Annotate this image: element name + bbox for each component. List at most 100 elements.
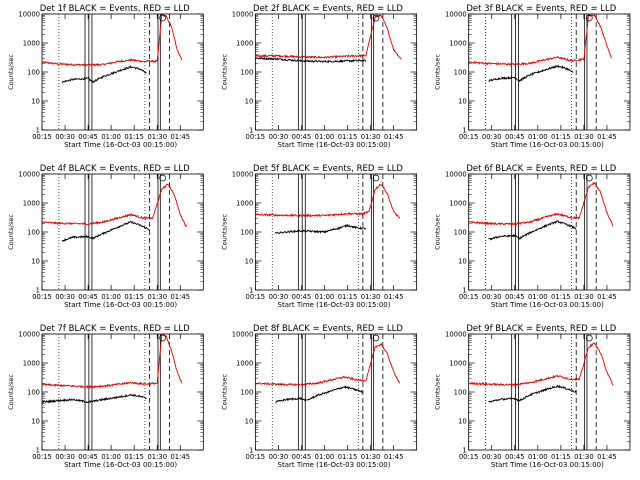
y-tick-label: 10 — [245, 98, 254, 106]
x-tick-label: 00:15 — [459, 133, 479, 141]
peak-marker — [159, 334, 166, 342]
y-tick-label: 10000 — [445, 331, 467, 339]
y-tick-label: 100 — [27, 229, 40, 237]
plot-frame — [254, 13, 418, 131]
y-tick-label: 100 — [240, 229, 253, 237]
panel-title: Det 1f BLACK = Events, RED = LLD — [40, 4, 190, 14]
x-tick-label: 00:45 — [505, 453, 525, 461]
panel-det-9: Det 9f BLACK = Events, RED = LLD 1 10 100 10… — [434, 324, 631, 469]
panel-det-3: Det 3f BLACK = Events, RED = LLD 1 10 100 10… — [434, 4, 631, 149]
x-tick-label: 01:15 — [338, 293, 358, 301]
y-axis-label: Counts/sec — [7, 214, 15, 250]
x-tick-label: 00:15 — [246, 133, 266, 141]
panel-det-5: Det 5f BLACK = Events, RED = LLD 1 10 100 10… — [220, 164, 418, 309]
y-tick-label: 10 — [31, 98, 40, 106]
y-tick-label: 1 — [462, 127, 466, 135]
y-tick-label: 10000 — [232, 171, 254, 179]
x-tick-label: 01:45 — [170, 293, 190, 301]
y-axis-label: Counts/sec — [434, 54, 442, 90]
y-tick-label: 1000 — [23, 40, 40, 48]
y-tick-label: 1 — [462, 287, 466, 295]
x-tick-label: 00:30 — [269, 293, 289, 301]
x-tick-label: 01:15 — [338, 133, 358, 141]
y-tick-label: 10000 — [18, 171, 40, 179]
y-tick-label: 100 — [27, 389, 40, 397]
x-tick-label: 00:45 — [78, 133, 98, 141]
x-tick-label: 00:15 — [32, 293, 52, 301]
y-axis-label: Counts/sec — [7, 374, 15, 410]
plot-frame — [254, 333, 418, 451]
peak-marker — [585, 174, 593, 182]
y-tick-label: 100 — [454, 229, 467, 237]
plot-frame — [468, 13, 631, 131]
x-tick-label: 00:15 — [246, 293, 266, 301]
y-tick-label: 1000 — [23, 200, 40, 208]
x-tick-label: 01:00 — [101, 453, 121, 461]
panel-det-1: Det 1f BLACK = Events, RED = LLD 1 10 100 10… — [7, 4, 204, 149]
events-series-line — [488, 384, 577, 404]
y-tick-label: 10000 — [445, 171, 467, 179]
lld-series-line — [468, 13, 612, 66]
x-tick-label: 00:45 — [505, 293, 525, 301]
events-series-line — [255, 56, 367, 64]
panel-title: Det 9f BLACK = Events, RED = LLD — [466, 324, 616, 334]
x-tick-label: 01:30 — [574, 133, 594, 141]
y-tick-label: 100 — [240, 69, 253, 77]
lld-series-line — [468, 181, 614, 227]
x-tick-label: 01:30 — [147, 293, 167, 301]
x-tick-label: 00:45 — [78, 453, 98, 461]
x-tick-label: 00:45 — [292, 133, 312, 141]
panel-title: Det 4f BLACK = Events, RED = LLD — [40, 164, 190, 174]
x-axis-label: Start Time (16-Oct-03 00:15:00) — [491, 461, 604, 469]
x-axis-label: Start Time (16-Oct-03 00:15:00) — [64, 301, 177, 309]
panel-title: Det 7f BLACK = Events, RED = LLD — [40, 324, 190, 334]
x-tick-label: 00:45 — [292, 293, 312, 301]
x-tick-label: 01:30 — [361, 133, 381, 141]
x-tick-label: 00:15 — [32, 453, 52, 461]
x-tick-label: 01:15 — [124, 133, 144, 141]
x-tick-label: 01:45 — [384, 293, 404, 301]
x-tick-label: 00:30 — [55, 453, 75, 461]
x-tick-label: 00:30 — [269, 133, 289, 141]
y-tick-label: 10000 — [232, 11, 254, 19]
x-tick-label: 01:45 — [384, 133, 404, 141]
x-tick-label: 00:15 — [459, 293, 479, 301]
x-tick-label: 00:30 — [55, 133, 75, 141]
lld-series-line — [255, 343, 401, 387]
plot-frame — [41, 173, 204, 291]
lld-series-line — [41, 333, 183, 389]
x-axis-label: Start Time (16-Oct-03 00:15:00) — [64, 141, 177, 149]
y-tick-label: 1000 — [23, 360, 40, 368]
events-series-line — [488, 220, 577, 241]
y-tick-label: 10 — [458, 258, 467, 266]
y-tick-label: 1000 — [449, 40, 466, 48]
events-series-line — [61, 65, 147, 84]
x-tick-label: 00:15 — [459, 453, 479, 461]
x-tick-label: 00:45 — [78, 293, 98, 301]
y-tick-label: 1000 — [236, 40, 253, 48]
x-tick-label: 01:00 — [315, 453, 335, 461]
lld-series-line — [41, 183, 187, 228]
x-tick-label: 01:15 — [124, 293, 144, 301]
x-axis-label: Start Time (16-Oct-03 00:15:00) — [278, 461, 391, 469]
x-tick-label: 00:15 — [32, 133, 52, 141]
y-tick-label: 1 — [249, 287, 253, 295]
x-tick-label: 01:00 — [315, 133, 335, 141]
y-tick-label: 10000 — [18, 331, 40, 339]
y-tick-label: 1 — [36, 287, 40, 295]
plot-frame — [254, 173, 418, 291]
panel-det-4: Det 4f BLACK = Events, RED = LLD 1 10 100 10… — [7, 164, 204, 309]
plot-frame — [468, 333, 631, 451]
x-tick-label: 00:30 — [55, 293, 75, 301]
lld-series-line — [41, 12, 183, 67]
x-tick-label: 01:00 — [528, 453, 548, 461]
y-axis-label: Counts/sec — [220, 54, 228, 90]
y-tick-label: 100 — [454, 69, 467, 77]
y-tick-label: 100 — [240, 389, 253, 397]
x-axis-label: Start Time (16-Oct-03 00:15:00) — [64, 461, 177, 469]
x-tick-label: 01:15 — [338, 453, 358, 461]
y-tick-label: 1 — [36, 447, 40, 455]
x-tick-label: 01:15 — [551, 133, 571, 141]
x-tick-label: 01:30 — [361, 293, 381, 301]
